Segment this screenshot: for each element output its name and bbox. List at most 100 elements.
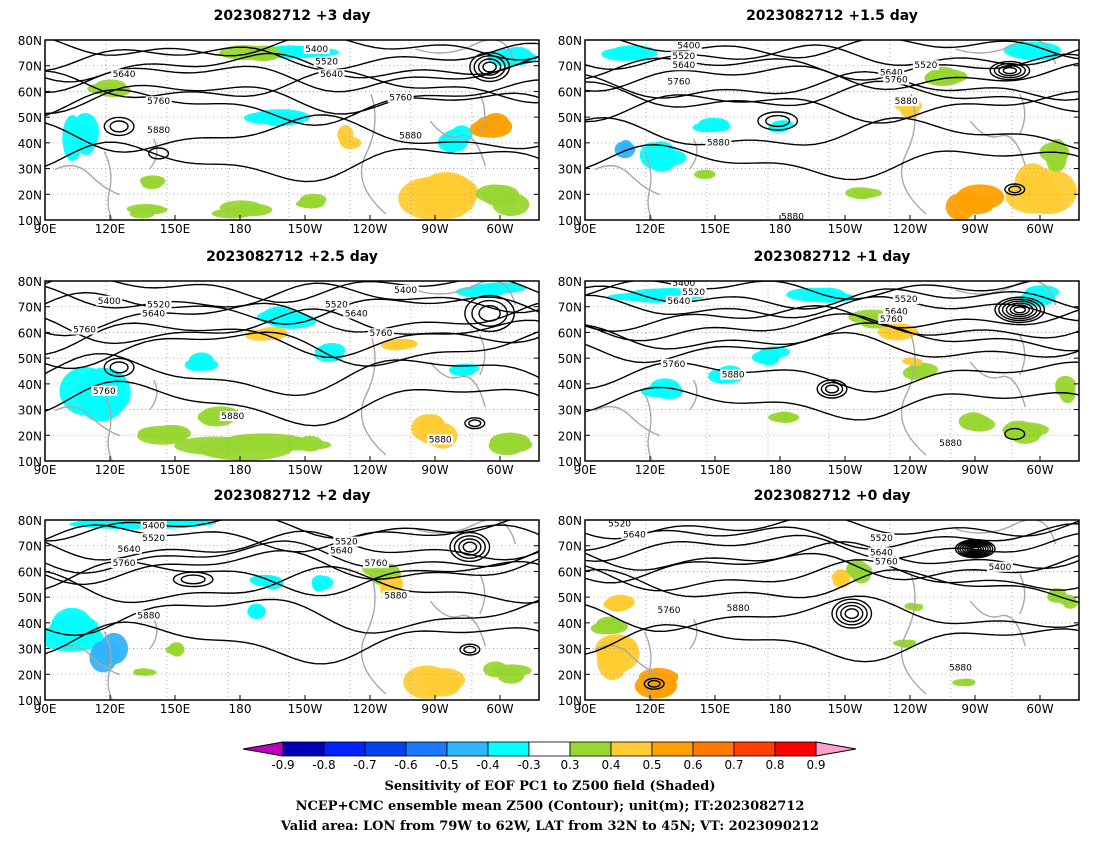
- contour-label: 5640: [142, 309, 165, 319]
- lon-label: 90E: [574, 463, 597, 477]
- z500-closed-contour: [844, 608, 860, 620]
- lat-label: 10N: [18, 455, 42, 469]
- coastline: [149, 618, 158, 650]
- map-frame: [44, 519, 540, 701]
- contour-label-bg: [665, 76, 692, 87]
- coastline: [149, 379, 158, 411]
- sensitivity-shading: [902, 365, 930, 380]
- z500-closed-contour: [103, 116, 135, 137]
- map-frame: [584, 519, 1080, 701]
- coastline: [689, 138, 698, 170]
- lat-label: 10N: [558, 214, 582, 228]
- lat-label: 30N: [558, 404, 582, 418]
- coastline: [594, 164, 661, 196]
- contour-label-bg: [725, 603, 752, 614]
- contour-label: 5880: [895, 97, 918, 107]
- z500-contour: [45, 52, 539, 83]
- z500-contour: [585, 541, 1079, 571]
- z500-contour: [617, 40, 1079, 60]
- z500-contour: [585, 331, 1079, 364]
- contour-label-bg: [878, 313, 905, 324]
- coastline: [594, 405, 661, 437]
- sensitivity-shading: [168, 642, 181, 656]
- lat-label: 70N: [558, 60, 582, 74]
- contour-label-bg: [135, 610, 162, 621]
- sensitivity-shading: [189, 352, 214, 369]
- z500-contour: [45, 530, 539, 561]
- sensitivity-shading: [497, 437, 533, 453]
- contour-label-bg: [96, 295, 123, 306]
- colorbar-label: -0.8: [312, 758, 335, 772]
- colorbar-segment: [733, 741, 776, 757]
- contour-label-bg: [71, 324, 98, 335]
- lat-label: 30N: [18, 163, 42, 177]
- lat-label: 10N: [18, 214, 42, 228]
- sensitivity-shading: [137, 427, 188, 445]
- lat-label: 40N: [18, 617, 42, 631]
- sensitivity-shading: [469, 120, 499, 138]
- contour-label-bg: [392, 285, 419, 295]
- contour-label: 5880: [722, 371, 745, 381]
- panel-title: 2023082712 +3 day: [214, 8, 371, 24]
- sensitivity-shading: [850, 190, 874, 200]
- sensitivity-shading: [476, 282, 527, 294]
- coastline: [54, 164, 121, 196]
- z500-contour: [585, 305, 1079, 332]
- z500-contour: [45, 566, 539, 604]
- colorbar-segment: [610, 741, 653, 757]
- contour-label: 5760: [369, 329, 392, 339]
- contour-label: 5760: [93, 387, 116, 397]
- contour-label-bg: [367, 328, 394, 339]
- lon-label: 90E: [574, 702, 597, 716]
- z500-closed-contour: [463, 645, 477, 654]
- z500-closed-contour: [765, 114, 791, 128]
- contour-label: 5880: [221, 412, 244, 422]
- lon-label: 90W: [961, 222, 988, 236]
- contour-label: 5400: [98, 297, 121, 307]
- lat-label: 60N: [18, 85, 42, 99]
- lat-label: 20N: [18, 668, 42, 682]
- contour-label-bg: [140, 520, 167, 531]
- z500-contour: [45, 302, 539, 337]
- contour-label: 5400: [989, 563, 1012, 573]
- z500-closed-contour: [1004, 183, 1026, 196]
- lon-label: 90E: [574, 222, 597, 236]
- contour-label-bg: [873, 556, 900, 567]
- lat-label: 10N: [558, 694, 582, 708]
- sensitivity-shading: [909, 604, 923, 612]
- sensitivity-shading: [958, 412, 988, 431]
- z500-contour: [585, 520, 1079, 540]
- z500-closed-contour: [471, 299, 508, 327]
- coastline: [955, 40, 1057, 65]
- lon-label: 150W: [288, 222, 323, 236]
- sensitivity-shading: [312, 578, 326, 592]
- lat-label: 70N: [18, 540, 42, 554]
- z500-closed-contour: [477, 58, 502, 76]
- z500-contour: [585, 532, 1079, 563]
- lon-label: 120W: [353, 222, 388, 236]
- contour-label: 5760: [885, 76, 908, 86]
- z500-contour: [585, 322, 1079, 352]
- lon-label: 150E: [160, 463, 191, 477]
- lat-label: 20N: [18, 188, 42, 202]
- contour-label-bg: [427, 434, 454, 445]
- contour-label-bg: [606, 520, 633, 529]
- lat-label: 40N: [558, 378, 582, 392]
- contour-label: 5400: [305, 45, 328, 55]
- contour-label-bg: [343, 308, 370, 319]
- lon-label: 90E: [34, 222, 57, 236]
- contour-label: 5760: [147, 97, 170, 107]
- map-background: [585, 281, 1079, 461]
- sensitivity-shading: [609, 45, 658, 61]
- z500-closed-contour: [968, 545, 982, 553]
- coastline: [429, 361, 486, 408]
- contour-label-bg: [878, 67, 905, 78]
- lat-label: 30N: [558, 163, 582, 177]
- lat-label: 60N: [18, 326, 42, 340]
- z500-contour: [45, 598, 539, 637]
